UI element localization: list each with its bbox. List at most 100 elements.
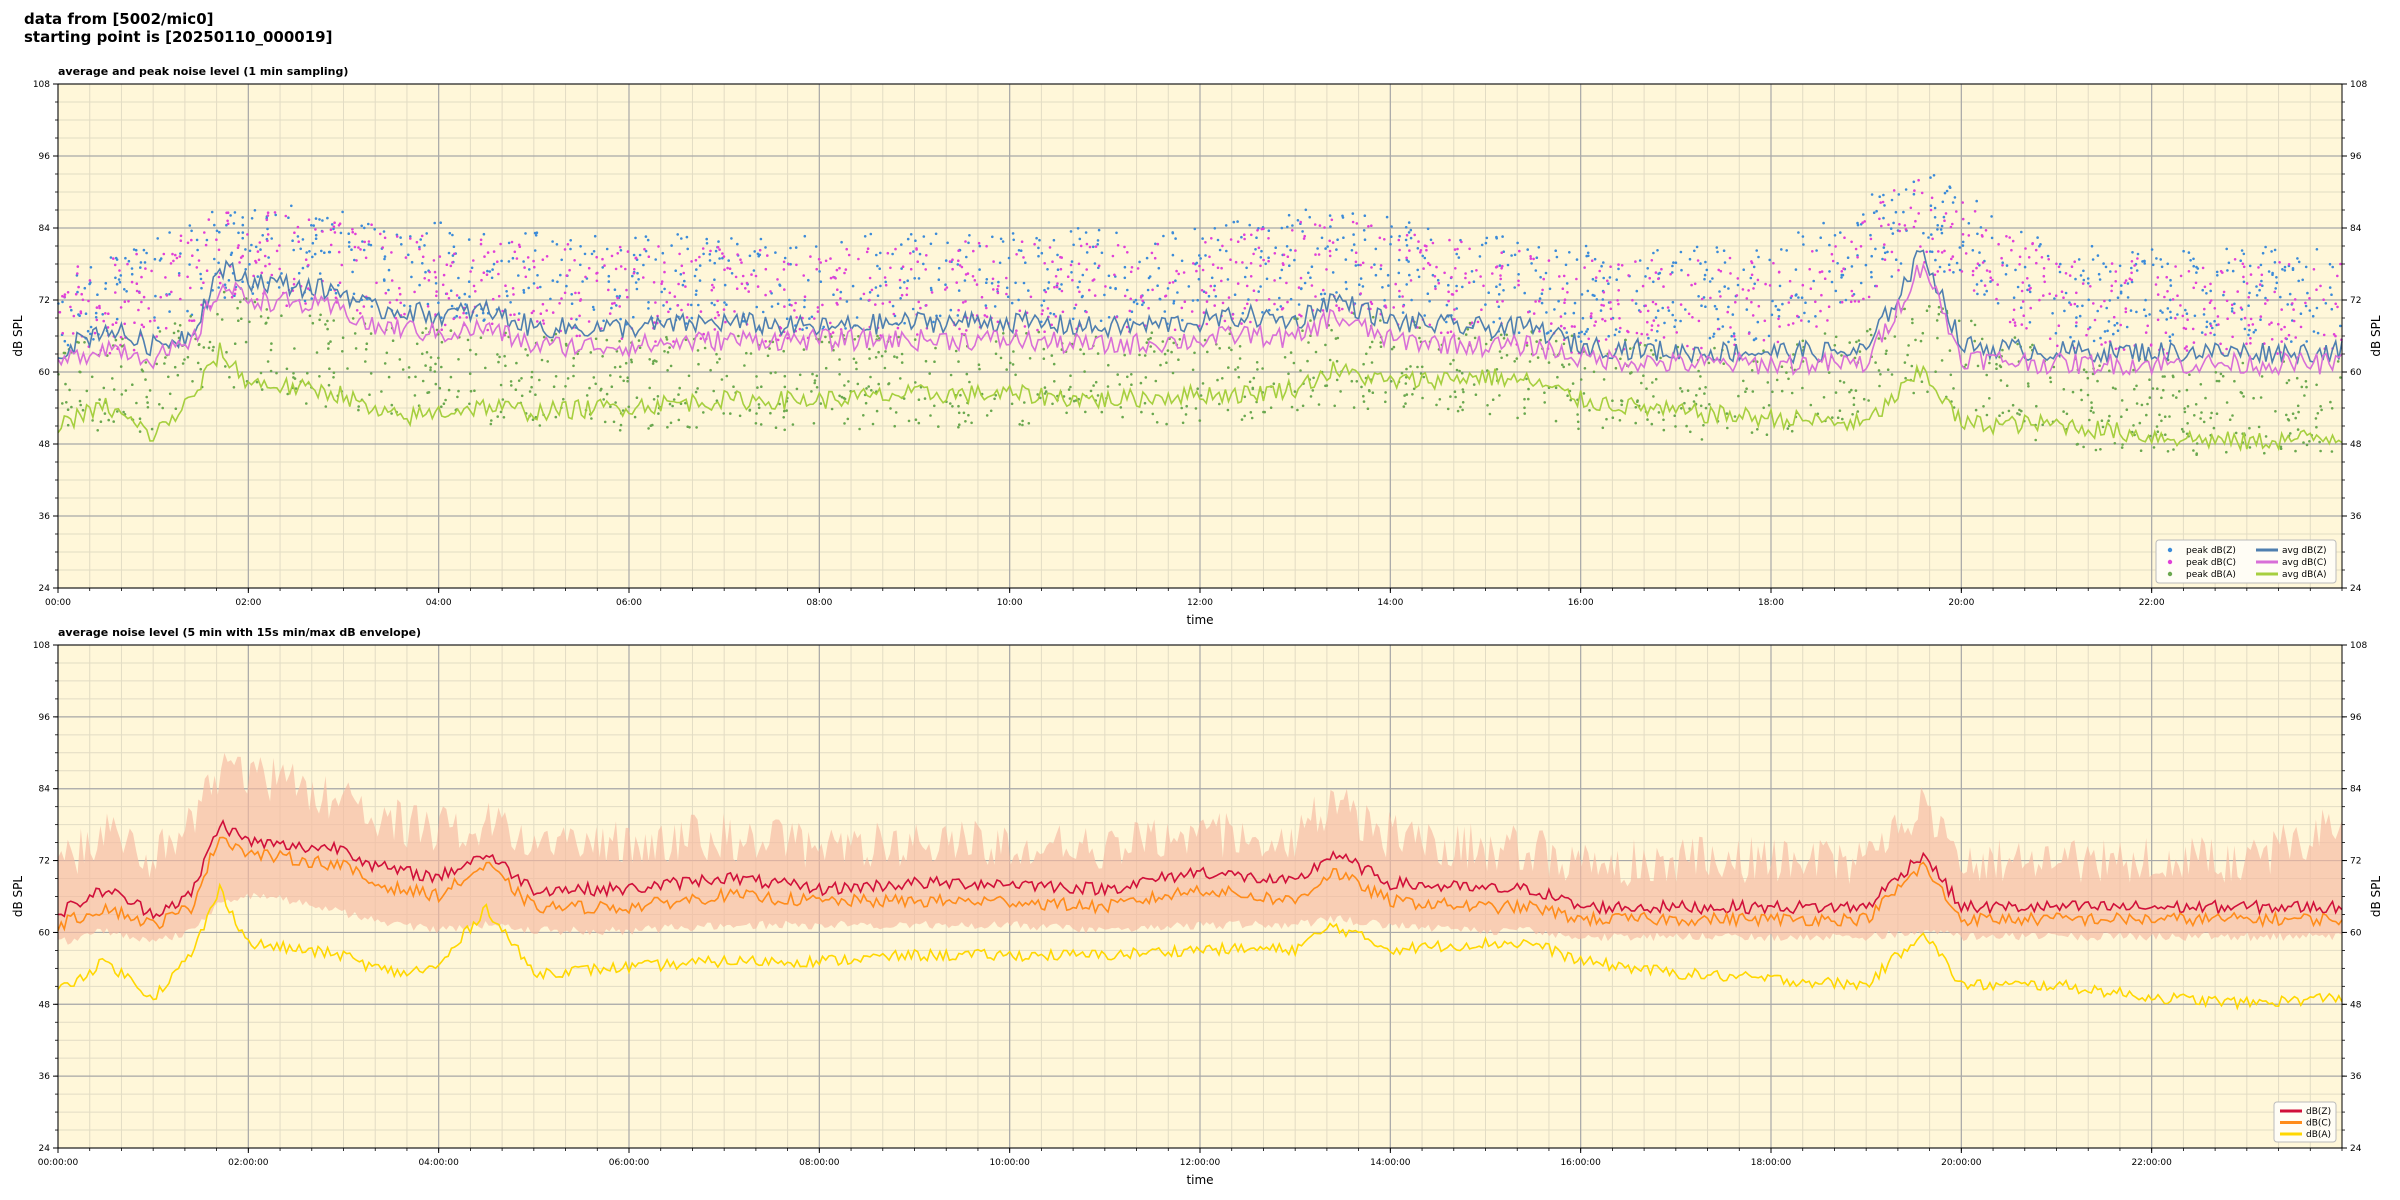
data-point bbox=[720, 378, 724, 381]
data-point bbox=[2204, 333, 2207, 336]
data-point bbox=[1697, 319, 1701, 323]
data-point bbox=[810, 390, 813, 393]
data-point bbox=[549, 297, 552, 301]
data-point bbox=[1685, 424, 1688, 428]
data-point bbox=[1234, 368, 1237, 371]
data-point bbox=[499, 383, 503, 387]
data-point bbox=[2130, 271, 2133, 275]
data-point bbox=[1565, 282, 1569, 285]
data-point bbox=[1280, 226, 1284, 230]
data-point bbox=[427, 279, 431, 282]
data-point bbox=[217, 275, 221, 279]
data-point bbox=[734, 275, 738, 279]
data-point bbox=[1881, 200, 1885, 204]
data-point bbox=[620, 337, 624, 340]
data-point bbox=[104, 312, 107, 315]
data-point bbox=[1192, 262, 1195, 265]
data-point bbox=[1151, 288, 1154, 292]
data-point bbox=[1745, 308, 1749, 311]
data-point bbox=[1310, 284, 1314, 287]
data-point bbox=[1862, 297, 1865, 301]
data-point bbox=[2088, 326, 2092, 329]
data-point bbox=[1230, 348, 1233, 352]
data-point bbox=[964, 300, 967, 303]
data-point bbox=[337, 250, 341, 254]
data-point bbox=[220, 318, 224, 321]
data-point bbox=[1190, 310, 1194, 313]
data-point bbox=[1741, 288, 1745, 291]
data-point bbox=[1328, 249, 1332, 253]
data-point bbox=[470, 266, 474, 270]
data-point bbox=[1674, 319, 1677, 322]
data-point bbox=[1859, 281, 1863, 285]
data-point bbox=[888, 300, 892, 304]
data-point bbox=[118, 269, 121, 272]
x-tick-label: 20:00 bbox=[1948, 598, 1974, 608]
data-point bbox=[917, 300, 920, 304]
data-point bbox=[112, 388, 116, 391]
data-point bbox=[932, 320, 935, 324]
data-point bbox=[1223, 319, 1227, 323]
data-point bbox=[716, 311, 719, 314]
data-point bbox=[121, 337, 124, 341]
data-point bbox=[672, 398, 676, 401]
data-point bbox=[1540, 301, 1544, 305]
data-point bbox=[238, 261, 241, 264]
data-point bbox=[2293, 298, 2297, 301]
data-point bbox=[1703, 277, 1706, 281]
data-point bbox=[1562, 365, 1565, 369]
data-point bbox=[102, 319, 105, 323]
data-point bbox=[1937, 312, 1941, 316]
y-tick-label-right: 96 bbox=[2350, 152, 2362, 162]
data-point bbox=[2214, 371, 2218, 374]
data-point bbox=[269, 348, 273, 352]
data-point bbox=[1147, 306, 1150, 310]
data-point bbox=[226, 222, 230, 226]
y-axis-label-right: dB SPL bbox=[2369, 876, 2383, 918]
data-point bbox=[527, 286, 530, 290]
data-point bbox=[161, 406, 164, 410]
data-point bbox=[1368, 345, 1372, 349]
data-point bbox=[862, 414, 865, 417]
data-point bbox=[2291, 268, 2295, 272]
data-point bbox=[1042, 299, 1046, 303]
data-point bbox=[619, 249, 623, 252]
data-point bbox=[2247, 296, 2250, 299]
data-point bbox=[1416, 268, 1419, 272]
data-point bbox=[451, 261, 454, 264]
data-point bbox=[204, 243, 208, 247]
data-point bbox=[703, 346, 707, 350]
data-point bbox=[1576, 420, 1580, 424]
data-point bbox=[1198, 324, 1201, 328]
data-point bbox=[957, 289, 961, 292]
data-point bbox=[2209, 282, 2212, 286]
data-point bbox=[1213, 227, 1217, 230]
data-point bbox=[299, 247, 303, 251]
data-point bbox=[1423, 314, 1426, 317]
data-point bbox=[1919, 245, 1922, 248]
data-point bbox=[240, 317, 243, 321]
data-point bbox=[1017, 298, 1020, 302]
data-point bbox=[2185, 345, 2188, 348]
data-point bbox=[2247, 323, 2251, 327]
data-point bbox=[724, 320, 727, 324]
data-point bbox=[2133, 264, 2136, 267]
data-point bbox=[1261, 367, 1264, 370]
data-point bbox=[2126, 296, 2130, 299]
data-point bbox=[1007, 256, 1011, 260]
data-point bbox=[2049, 380, 2053, 384]
data-point bbox=[1370, 361, 1374, 364]
data-point bbox=[1166, 287, 1170, 290]
data-point bbox=[1408, 249, 1411, 252]
data-point bbox=[1240, 418, 1244, 421]
data-point bbox=[447, 251, 451, 255]
data-point bbox=[1125, 325, 1129, 329]
data-point bbox=[1387, 284, 1390, 287]
data-point bbox=[1425, 248, 1428, 252]
data-point bbox=[1890, 198, 1894, 202]
data-point bbox=[1491, 272, 1494, 275]
data-point bbox=[1517, 331, 1521, 335]
data-point bbox=[1530, 262, 1533, 265]
data-point bbox=[1072, 243, 1075, 247]
data-point bbox=[1591, 277, 1595, 281]
